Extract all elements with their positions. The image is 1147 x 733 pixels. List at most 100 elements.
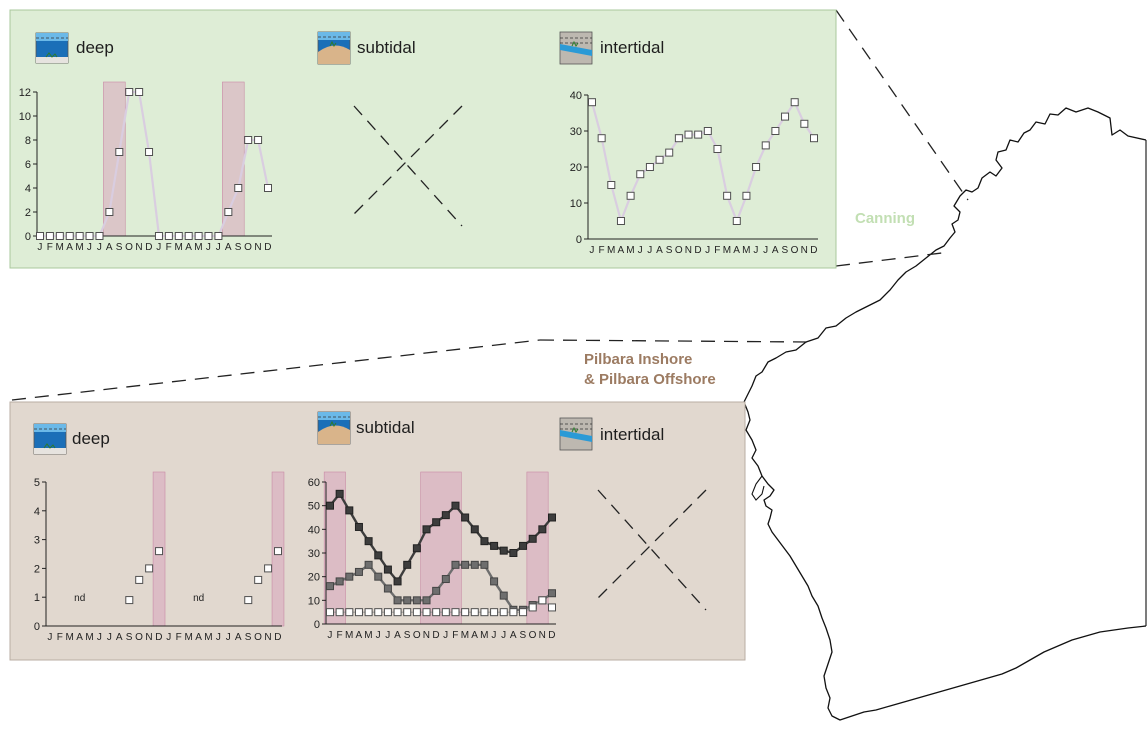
data-point — [115, 148, 124, 156]
data-point — [519, 608, 528, 617]
y-tick-label: 30 — [570, 126, 582, 138]
data-point — [125, 88, 134, 96]
x-tick-label: F — [166, 242, 172, 253]
x-tick-label: M — [204, 632, 213, 643]
x-tick-label: J — [327, 630, 332, 641]
x-tick-label: J — [647, 245, 652, 256]
x-tick-label: S — [782, 245, 789, 256]
intertidal-no-data-cross — [597, 489, 707, 611]
data-point — [214, 232, 223, 240]
data-point — [800, 119, 809, 128]
canning-intertidal-header: intertidal — [559, 31, 664, 65]
data-point — [441, 575, 450, 584]
data-point — [383, 608, 392, 617]
x-tick-label: M — [66, 632, 75, 643]
x-tick-label: F — [336, 630, 342, 641]
data-point — [354, 522, 363, 531]
x-tick-label: F — [176, 632, 182, 643]
x-tick-label: M — [174, 242, 183, 253]
x-tick-label: A — [185, 242, 192, 253]
x-tick-label: J — [638, 245, 643, 256]
intertidal-habitat-icon — [559, 31, 593, 65]
x-tick-label: F — [47, 242, 53, 253]
data-point — [345, 608, 354, 617]
data-point — [224, 208, 233, 216]
data-point — [509, 549, 518, 557]
pilbara-panel-background — [9, 401, 746, 661]
data-point — [432, 518, 441, 527]
data-point — [723, 191, 732, 200]
x-tick-label: D — [694, 245, 702, 256]
y-tick-label: 5 — [34, 477, 40, 489]
canning-deep-header: deep — [35, 32, 114, 64]
data-point — [528, 534, 537, 543]
data-point — [538, 525, 547, 534]
data-point — [499, 608, 508, 617]
data-point — [499, 546, 508, 555]
data-point — [607, 181, 616, 189]
data-point — [393, 596, 402, 605]
y-tick-label: 0 — [34, 621, 40, 633]
x-tick-label: A — [195, 632, 202, 643]
data-point — [326, 582, 334, 591]
data-point — [264, 564, 273, 573]
data-point — [75, 232, 84, 240]
x-tick-label: J — [216, 632, 221, 643]
data-point — [412, 544, 421, 553]
data-point — [164, 232, 173, 240]
x-tick-label: M — [723, 245, 732, 256]
shark-bay-inlet — [751, 475, 765, 501]
x-tick-label: D — [145, 242, 153, 253]
x-tick-label: S — [666, 245, 673, 256]
y-tick-label: 60 — [308, 477, 320, 489]
data-point — [771, 127, 780, 135]
data-point — [548, 589, 556, 598]
x-tick-label: J — [87, 242, 92, 253]
wa-coastline — [743, 107, 1147, 721]
data-point — [345, 506, 354, 515]
subtidal-habitat-icon — [317, 411, 351, 445]
x-tick-label: A — [471, 630, 478, 641]
data-point — [145, 564, 154, 573]
data-point — [432, 608, 441, 617]
data-point — [703, 127, 712, 135]
data-point — [432, 586, 441, 595]
x-tick-label: A — [235, 632, 242, 643]
data-point — [154, 232, 163, 240]
data-point — [470, 525, 479, 534]
x-tick-label: J — [156, 242, 161, 253]
data-point — [326, 501, 334, 510]
x-tick-label: S — [520, 630, 527, 641]
data-point — [790, 98, 799, 107]
x-tick-label: F — [714, 245, 720, 256]
data-point — [184, 232, 193, 240]
callout-lines — [11, 9, 969, 401]
data-point — [204, 232, 213, 240]
y-tick-label: 50 — [308, 501, 320, 513]
data-point — [383, 584, 392, 593]
x-tick-label: F — [57, 632, 63, 643]
data-point — [403, 608, 412, 617]
x-tick-label: O — [529, 630, 537, 641]
no-data-label: nd — [193, 593, 204, 604]
data-point — [264, 184, 272, 192]
data-point — [548, 513, 556, 522]
data-point — [155, 547, 164, 556]
canning-panel: deep subtidal intertidal 0 2 4 — [9, 9, 837, 269]
x-tick-label: J — [589, 245, 594, 256]
subtidal-habitat-icon — [317, 31, 351, 65]
data-point — [364, 608, 373, 617]
data-point — [441, 608, 450, 617]
data-point — [626, 191, 635, 200]
subtidal-no-data-cross — [353, 105, 463, 227]
x-tick-label: J — [753, 245, 758, 256]
data-point — [174, 232, 183, 240]
data-point — [274, 547, 282, 556]
x-tick-label: D — [548, 630, 556, 641]
x-tick-label: A — [116, 632, 123, 643]
data-point — [499, 591, 508, 600]
